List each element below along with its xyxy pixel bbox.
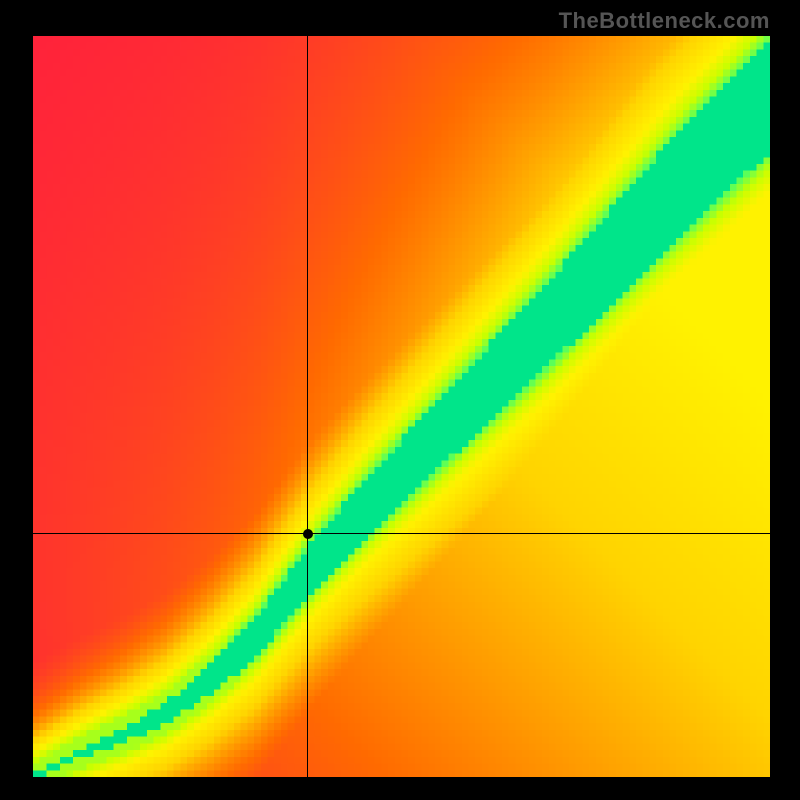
watermark-text: TheBottleneck.com bbox=[559, 8, 770, 34]
crosshair-vertical bbox=[307, 36, 308, 777]
chart-container: TheBottleneck.com bbox=[0, 0, 800, 800]
crosshair-horizontal bbox=[33, 533, 770, 534]
heatmap-canvas bbox=[33, 36, 770, 777]
marker-dot bbox=[303, 529, 313, 539]
